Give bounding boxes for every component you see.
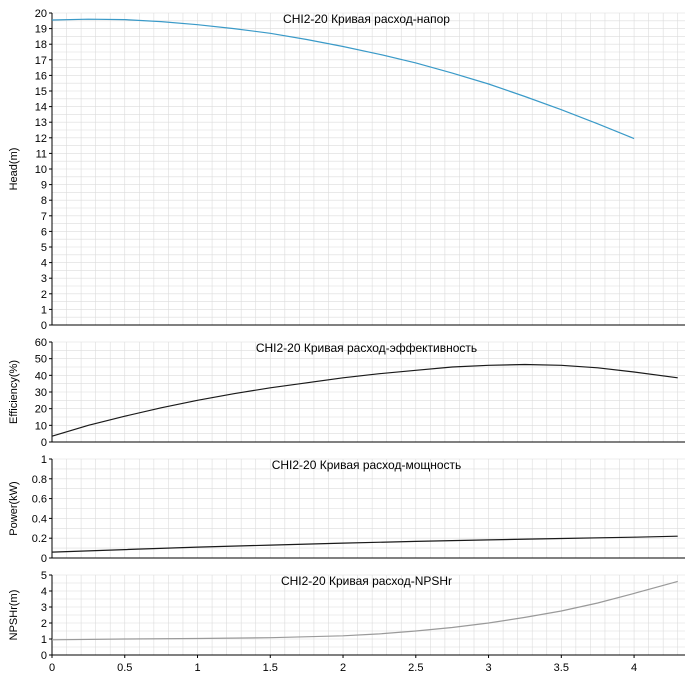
- series-line-1: [51, 18, 635, 140]
- x-tick-label: 3.5: [554, 662, 569, 674]
- y-tick-label: 0: [41, 437, 47, 449]
- y-tick-label: 40: [35, 370, 47, 382]
- y-tick-label: 20: [35, 8, 47, 20]
- x-tick-label: 2: [340, 662, 346, 674]
- x-tick-label: 0.5: [117, 662, 132, 674]
- y-tick-label: 3: [41, 273, 47, 285]
- chart-title: CHI2-20 Кривая расход-напор: [283, 12, 450, 26]
- y-tick-label: 14: [35, 102, 47, 114]
- y-tick-label: 17: [35, 55, 47, 67]
- series-line-1: [51, 363, 678, 437]
- series-line-1: [51, 580, 678, 641]
- y-tick-label: 60: [35, 337, 47, 349]
- y-tick-label: 0.4: [32, 513, 47, 525]
- y-tick-label: 0: [41, 553, 47, 565]
- y-tick-label: 19: [35, 24, 47, 36]
- y-tick-label: 18: [35, 39, 47, 51]
- chart-panel-4: 0 1 2 3 4 5 NPSHr(m) CHI2-20 Кривая расход-NPSH…: [8, 570, 685, 674]
- chart-title: CHI2-20 Кривая расход-мощность: [272, 458, 462, 472]
- chart-title: CHI2-20 Кривая расход-эффективность: [256, 341, 477, 355]
- y-tick-label: 2: [41, 618, 47, 630]
- y-axis-title: NPSHr(m): [8, 590, 20, 641]
- y-tick-label: 10: [35, 164, 47, 176]
- x-tick-label: 1: [194, 662, 200, 674]
- chart-panel-3: 0 0.2 0.4 0.6 0.8 1 Power(kW) CHI2-20 Кривая ра…: [8, 454, 685, 565]
- y-tick-label: 1: [41, 634, 47, 646]
- y-axis-title: Efficiency(%): [8, 360, 20, 424]
- y-axis-title: Power(kW): [8, 481, 20, 535]
- y-tick-label: 0.8: [32, 474, 47, 486]
- y-tick-label: 5: [41, 570, 47, 582]
- series-line-1: [51, 535, 678, 553]
- y-tick-label: 10: [35, 420, 47, 432]
- y-tick-label: 50: [35, 354, 47, 366]
- y-tick-label: 8: [41, 195, 47, 207]
- x-tick-label: 2.5: [408, 662, 423, 674]
- y-tick-label: 0.6: [32, 494, 47, 506]
- chart-panel-2: 0 10 20 30 40 50 60 Efficiency(%) CHI2-20 Кривая…: [8, 337, 685, 449]
- x-tick-label: 3: [485, 662, 491, 674]
- y-tick-label: 7: [41, 211, 47, 223]
- y-tick-label: 2: [41, 289, 47, 301]
- x-tick-label: 0: [49, 662, 55, 674]
- chart-title: CHI2-20 Кривая расход-NPSHr: [281, 574, 452, 588]
- y-tick-label: 20: [35, 404, 47, 416]
- y-tick-label: 11: [36, 148, 47, 160]
- y-tick-label: 4: [41, 258, 47, 270]
- y-tick-label: 4: [41, 586, 47, 598]
- y-tick-label: 3: [41, 602, 47, 614]
- y-tick-label: 0: [41, 320, 47, 332]
- y-tick-label: 5: [41, 242, 47, 254]
- y-tick-label: 1: [41, 304, 47, 316]
- y-tick-label: 13: [35, 117, 47, 129]
- x-tick-label: 1.5: [263, 662, 278, 674]
- y-tick-label: 6: [41, 226, 47, 238]
- y-tick-label: 9: [41, 180, 47, 192]
- y-tick-label: 0: [41, 650, 47, 662]
- y-axis-title: Head(m): [8, 148, 20, 191]
- x-tick-label: 4: [631, 662, 637, 674]
- y-tick-label: 12: [35, 133, 47, 145]
- y-tick-label: 15: [35, 86, 47, 98]
- y-tick-label: 16: [35, 70, 47, 82]
- y-tick-label: 30: [35, 387, 47, 399]
- y-tick-label: 1: [41, 454, 47, 466]
- y-tick-label: 0.2: [32, 533, 47, 545]
- chart-panel-1: 01234567891011121314151617181920Head(m)C…: [8, 8, 685, 332]
